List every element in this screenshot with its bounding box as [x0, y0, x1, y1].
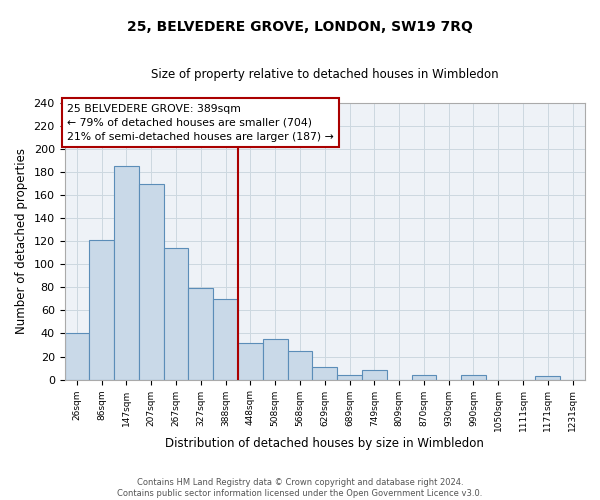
Bar	[287, 350, 313, 380]
Bar	[114, 166, 139, 380]
Bar	[412, 375, 436, 380]
Bar	[65, 334, 89, 380]
Text: 25, BELVEDERE GROVE, LONDON, SW19 7RQ: 25, BELVEDERE GROVE, LONDON, SW19 7RQ	[127, 20, 473, 34]
Bar	[164, 248, 188, 380]
Bar	[362, 370, 387, 380]
Bar	[313, 367, 337, 380]
Bar	[188, 288, 213, 380]
Bar	[238, 342, 263, 380]
Bar	[535, 376, 560, 380]
Title: Size of property relative to detached houses in Wimbledon: Size of property relative to detached ho…	[151, 68, 499, 80]
Y-axis label: Number of detached properties: Number of detached properties	[15, 148, 28, 334]
Bar	[337, 375, 362, 380]
Bar	[89, 240, 114, 380]
Text: Contains HM Land Registry data © Crown copyright and database right 2024.
Contai: Contains HM Land Registry data © Crown c…	[118, 478, 482, 498]
X-axis label: Distribution of detached houses by size in Wimbledon: Distribution of detached houses by size …	[166, 437, 484, 450]
Bar	[213, 299, 238, 380]
Bar	[139, 184, 164, 380]
Bar	[263, 339, 287, 380]
Bar	[461, 375, 486, 380]
Text: 25 BELVEDERE GROVE: 389sqm
← 79% of detached houses are smaller (704)
21% of sem: 25 BELVEDERE GROVE: 389sqm ← 79% of deta…	[67, 104, 334, 142]
